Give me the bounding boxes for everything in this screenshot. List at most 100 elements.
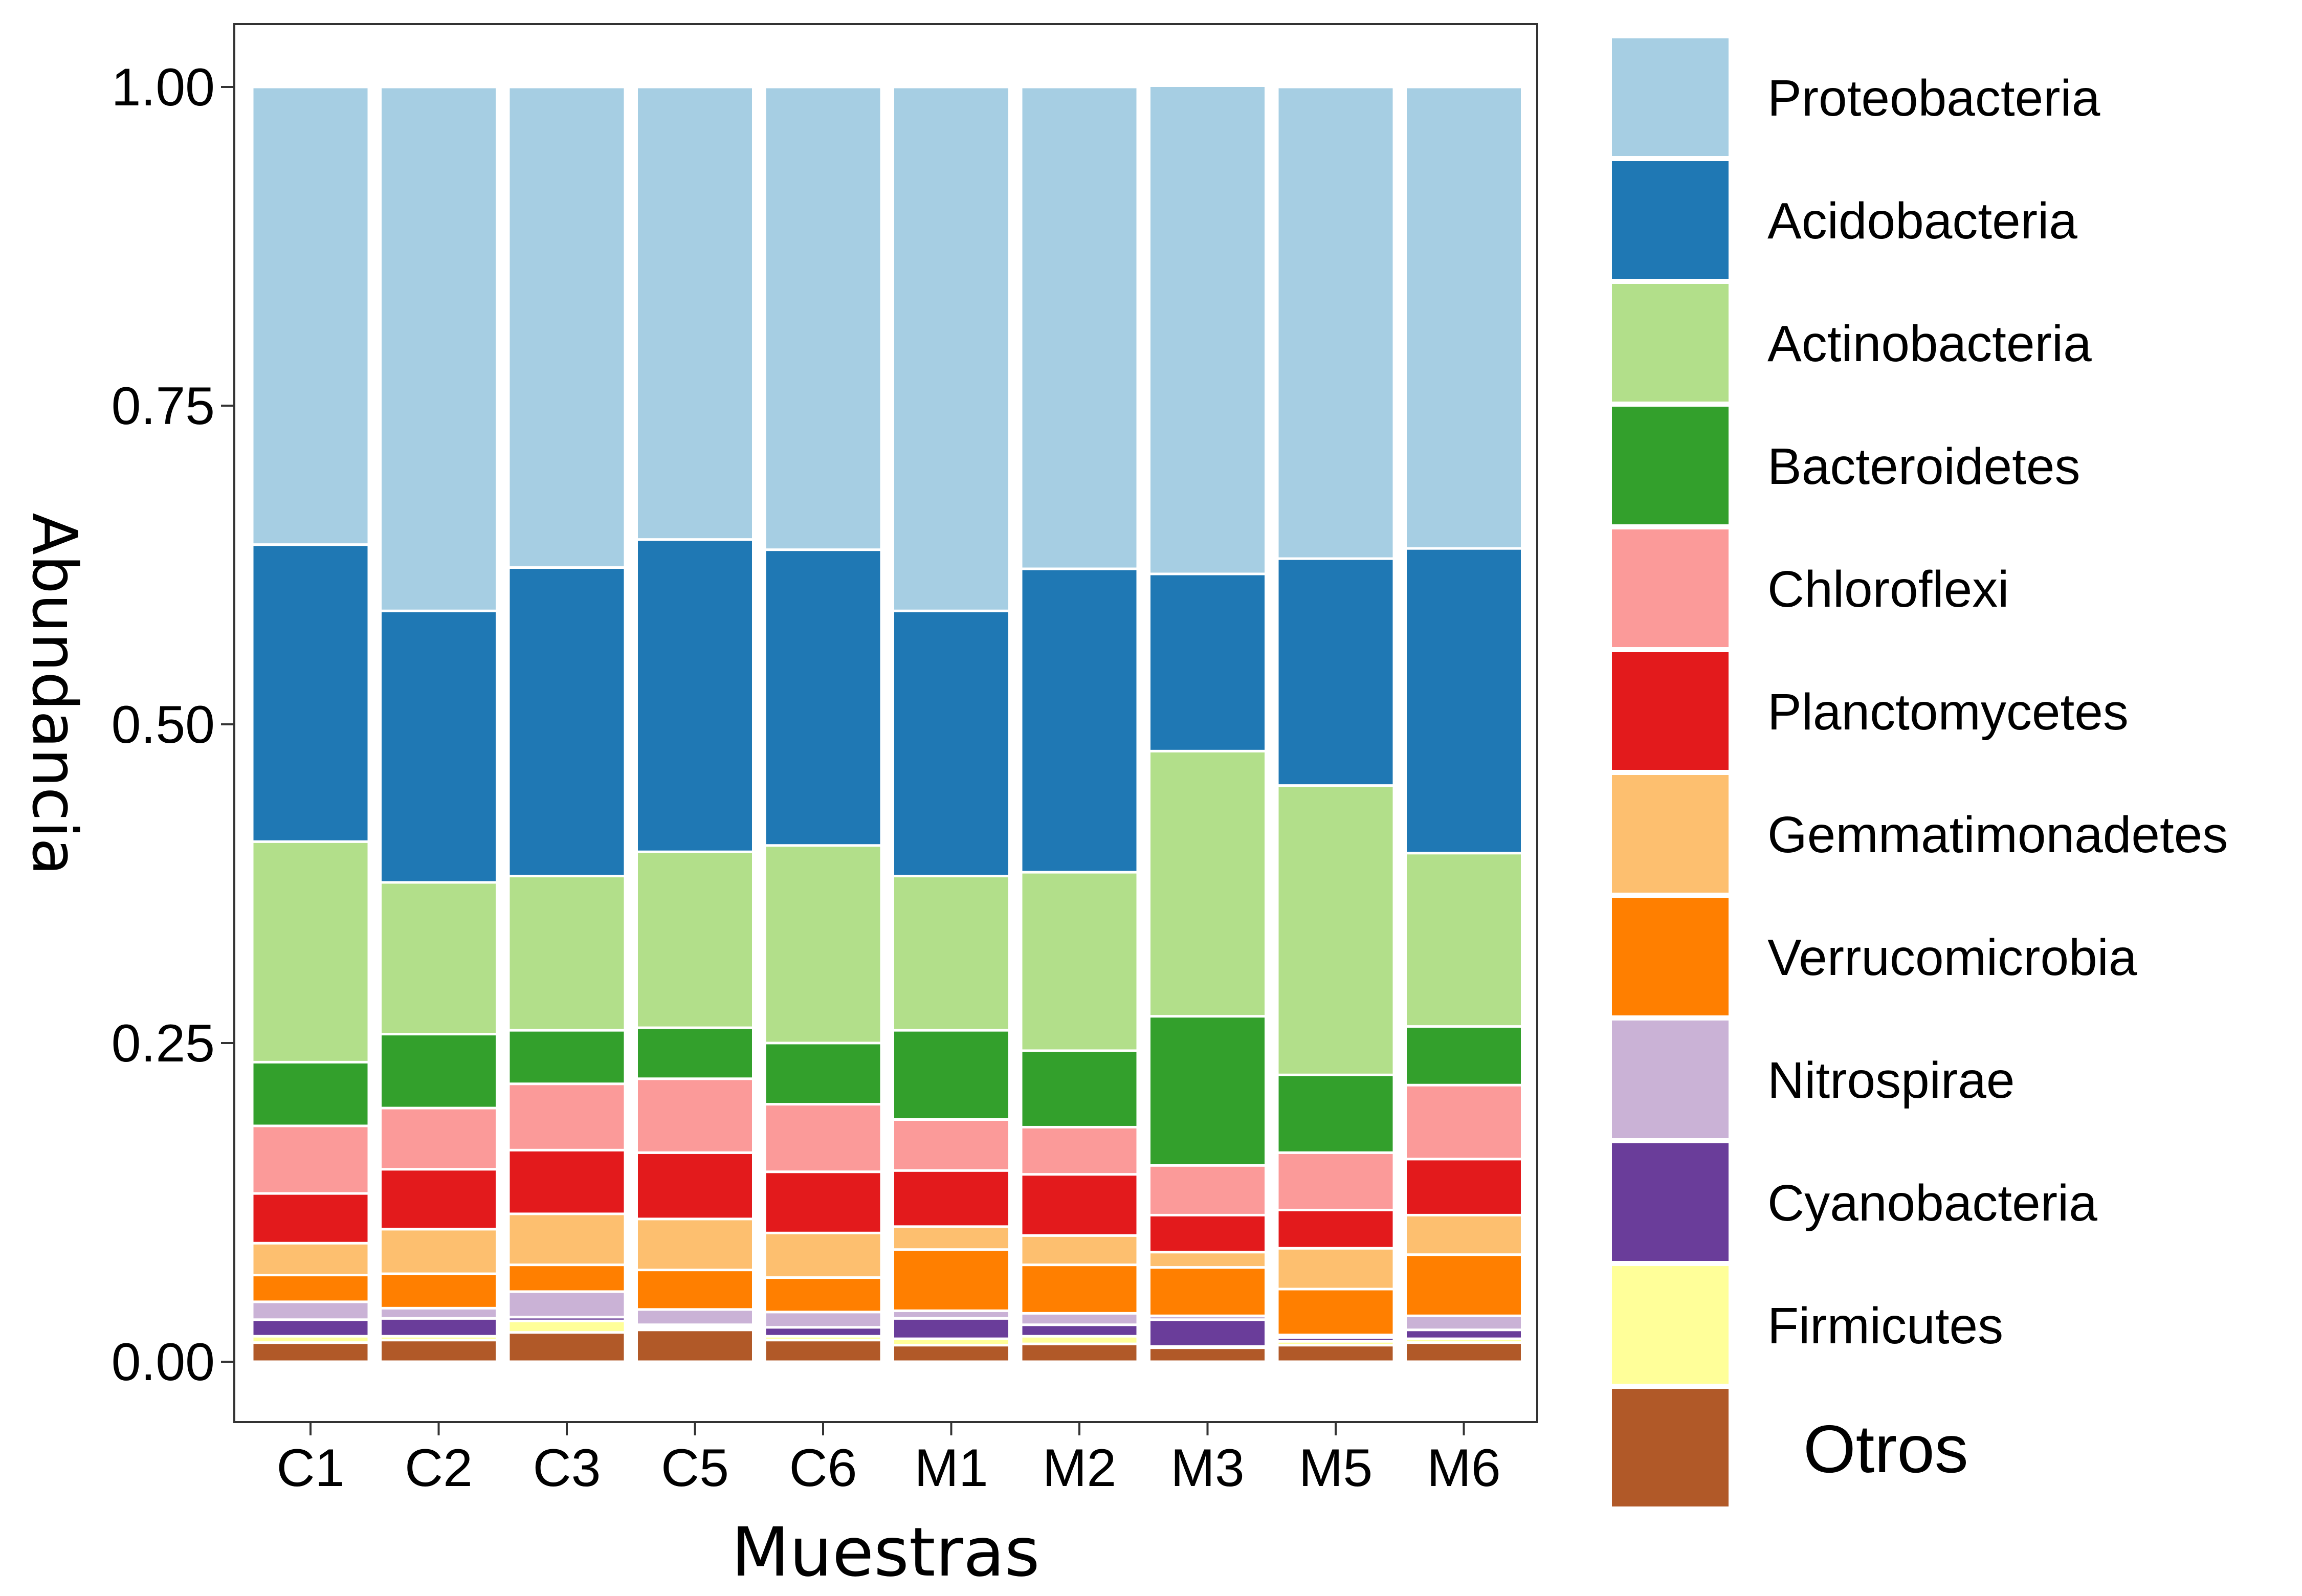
bar-segment-m6-verrucomicrobia xyxy=(1404,1253,1523,1317)
bar-segment-c6-bacteroidetes xyxy=(763,1041,883,1106)
x-tick-label: M1 xyxy=(914,1438,988,1498)
bar-segment-c1-planctomycetes xyxy=(251,1192,370,1245)
bar-segment-m6-chloroflexi xyxy=(1404,1083,1523,1161)
bar-segment-m1-proteobacteria xyxy=(892,85,1011,612)
bar-segment-c1-otros xyxy=(251,1341,370,1363)
bar-segment-c6-cyanobacteria xyxy=(763,1326,883,1338)
y-tick-label: 0.75 xyxy=(112,376,215,436)
bar-segment-c1-chloroflexi xyxy=(251,1124,370,1195)
bar-segment-m2-acidobacteria xyxy=(1020,567,1139,874)
bar-segment-c6-planctomycetes xyxy=(763,1170,883,1234)
bar-segment-c2-chloroflexi xyxy=(379,1106,498,1171)
legend-key-planctomycetes xyxy=(1612,652,1729,770)
bar-segment-c5-gemmatimonadetes xyxy=(635,1217,755,1272)
bar-segment-m5-chloroflexi xyxy=(1276,1151,1396,1211)
legend-key-cyanobacteria xyxy=(1612,1143,1729,1261)
bar-segment-c5-otros xyxy=(635,1328,755,1363)
x-tick-label: C5 xyxy=(661,1438,729,1498)
bar-segment-c5-proteobacteria xyxy=(635,85,755,541)
bar-segment-m2-chloroflexi xyxy=(1020,1125,1139,1176)
bar-segment-m5-otros xyxy=(1276,1344,1396,1363)
bar-segment-m3-otros xyxy=(1148,1346,1267,1363)
bar-segment-c3-acidobacteria xyxy=(507,566,627,878)
bar-segment-m6-planctomycetes xyxy=(1404,1158,1523,1216)
bar-segment-c1-actinobacteria xyxy=(251,840,370,1063)
y-tick-label: 0.00 xyxy=(112,1333,215,1392)
bar-segment-c2-cyanobacteria xyxy=(379,1317,498,1338)
y-axis: 0.00 0.25 0.50 0.75 1.00 xyxy=(112,58,234,1392)
bar-segment-m3-acidobacteria xyxy=(1148,572,1267,752)
bar-segment-c1-gemmatimonadetes xyxy=(251,1242,370,1277)
legend-key-bacteroidetes xyxy=(1612,407,1729,524)
bar-segment-c2-otros xyxy=(379,1339,498,1363)
bar-segment-m1-gemmatimonadetes xyxy=(892,1225,1011,1251)
bar-segment-m2-actinobacteria xyxy=(1020,871,1139,1052)
bar-segment-c3-actinobacteria xyxy=(507,875,627,1032)
bar-segment-c3-gemmatimonadetes xyxy=(507,1212,627,1267)
plot-panel-border xyxy=(233,23,1538,1423)
bar-segment-m6-otros xyxy=(1404,1341,1523,1363)
bar-segment-c3-verrucomicrobia xyxy=(507,1264,627,1293)
bar-segment-m2-planctomycetes xyxy=(1020,1173,1139,1237)
bar-segment-c3-nitrospirae xyxy=(507,1290,627,1319)
x-tick-label: C2 xyxy=(405,1438,473,1498)
x-tick-label: M3 xyxy=(1170,1438,1244,1498)
x-axis-title: Muestras xyxy=(731,1513,1039,1592)
x-tick-label: C6 xyxy=(789,1438,857,1498)
bar-segment-m3-cyanobacteria xyxy=(1148,1318,1267,1348)
legend-label-verrucomicrobia: Verrucomicrobia xyxy=(1767,929,2137,986)
x-tick-label: M2 xyxy=(1043,1438,1116,1498)
bar-segment-m2-bacteroidetes xyxy=(1020,1049,1139,1128)
bar-segment-c2-bacteroidetes xyxy=(379,1033,498,1110)
bar-segment-c5-acidobacteria xyxy=(635,538,755,853)
x-axis: C1 C2 C3 C5 C6 M1 M2 M3 M5 M6 xyxy=(277,1422,1501,1498)
y-tick-label: 1.00 xyxy=(112,58,215,117)
x-tick-label: M6 xyxy=(1427,1438,1500,1498)
legend-label-proteobacteria: Proteobacteria xyxy=(1767,70,2100,127)
bar-segment-c2-gemmatimonadetes xyxy=(379,1228,498,1275)
bar-segment-c1-nitrospirae xyxy=(251,1300,370,1321)
bar-segment-m2-cyanobacteria xyxy=(1020,1323,1139,1338)
bar-segment-c1-cyanobacteria xyxy=(251,1318,370,1338)
bar-segment-c6-proteobacteria xyxy=(763,85,883,551)
bar-segment-c2-verrucomicrobia xyxy=(379,1272,498,1310)
bar-segment-m1-planctomycetes xyxy=(892,1169,1011,1228)
bar-segment-c1-acidobacteria xyxy=(251,543,370,843)
legend-label-cyanobacteria: Cyanobacteria xyxy=(1767,1174,2097,1232)
bar-segment-m3-proteobacteria xyxy=(1148,84,1267,575)
y-tick-label: 0.25 xyxy=(112,1014,215,1073)
legend-label-actinobacteria: Actinobacteria xyxy=(1767,315,2092,372)
bar-segment-m1-acidobacteria xyxy=(892,609,1011,878)
bar-segment-m6-nitrospirae xyxy=(1404,1314,1523,1332)
bar-segment-m6-gemmatimonadetes xyxy=(1404,1213,1523,1256)
legend: Proteobacteria Acidobacteria Actinobacteri… xyxy=(1612,38,2228,1506)
bar-segment-c6-acidobacteria xyxy=(763,548,883,847)
bar-segment-c2-acidobacteria xyxy=(379,609,498,884)
bar-segment-m6-actinobacteria xyxy=(1404,852,1523,1028)
bar-segment-m5-verrucomicrobia xyxy=(1276,1288,1396,1337)
legend-label-acidobacteria: Acidobacteria xyxy=(1767,192,2077,250)
bar-segment-m6-proteobacteria xyxy=(1404,85,1523,550)
legend-key-nitrospirae xyxy=(1612,1021,1729,1138)
legend-label-planctomycetes: Planctomycetes xyxy=(1767,683,2129,741)
bar-segment-c3-firmicutes xyxy=(507,1319,627,1334)
bar-segment-m5-proteobacteria xyxy=(1276,85,1396,560)
bar-segment-m5-planctomycetes xyxy=(1276,1208,1396,1250)
bar-segment-c5-verrucomicrobia xyxy=(635,1269,755,1311)
bar-segment-c5-nitrospirae xyxy=(635,1308,755,1326)
bar-segment-m1-chloroflexi xyxy=(892,1118,1011,1172)
x-tick-label: C1 xyxy=(277,1438,345,1498)
bar-segment-m3-verrucomicrobia xyxy=(1148,1266,1267,1317)
bar-segment-m6-cyanobacteria xyxy=(1404,1328,1523,1340)
bar-segment-c6-actinobacteria xyxy=(763,844,883,1045)
bar-segment-m1-bacteroidetes xyxy=(892,1029,1011,1121)
legend-label-otros: Otros xyxy=(1803,1411,1968,1487)
bar-segment-c6-otros xyxy=(763,1339,883,1363)
bar-segment-c3-otros xyxy=(507,1331,627,1363)
bar-segment-c3-planctomycetes xyxy=(507,1148,627,1215)
legend-key-gemmatimonadetes xyxy=(1612,775,1729,893)
legend-label-bacteroidetes: Bacteroidetes xyxy=(1767,438,2080,495)
legend-key-acidobacteria xyxy=(1612,161,1729,279)
bar-segment-m5-bacteroidetes xyxy=(1276,1073,1396,1154)
bar-segment-m5-acidobacteria xyxy=(1276,557,1396,787)
